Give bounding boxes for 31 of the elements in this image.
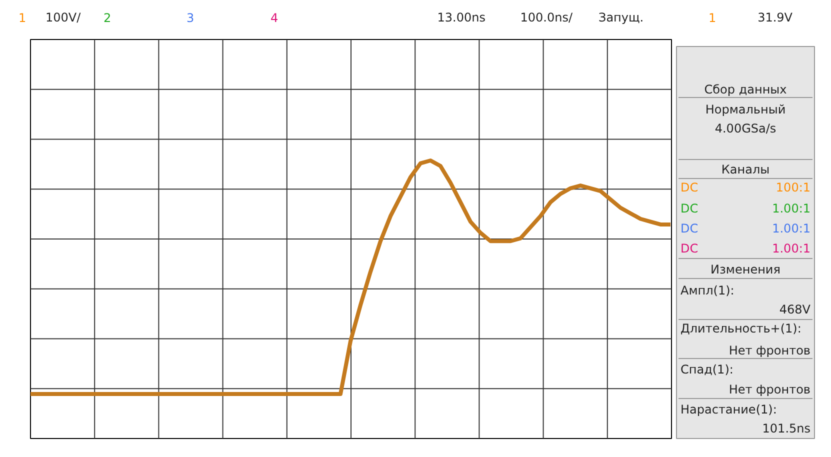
- text: Изменения: [710, 262, 780, 276]
- text: Длительность+(1):: [680, 322, 802, 336]
- text: Каналы: [721, 162, 770, 176]
- text: 1: [708, 11, 716, 25]
- text: DC: [680, 242, 698, 256]
- text: 101.5ns: [762, 422, 811, 436]
- text: 1.00:1: [772, 202, 811, 216]
- text: 13.00ns: [437, 10, 486, 24]
- text: Нет фронтов: [728, 344, 811, 358]
- text: 4: [270, 11, 278, 25]
- text: DC: [680, 222, 698, 236]
- text: Спад(1):: [680, 362, 734, 376]
- text: 4.00GSa/s: [714, 122, 776, 136]
- text: DC: [680, 180, 698, 194]
- text: 3: [186, 11, 194, 25]
- text: Ампл(1):: [680, 284, 734, 298]
- text: 31.9V: [758, 10, 794, 24]
- text: 100.0ns/: [520, 10, 574, 24]
- text: Сбор данных: [704, 82, 787, 96]
- text: Запущ.: [598, 10, 644, 24]
- text: Нормальный: [705, 102, 786, 116]
- text: 2: [104, 11, 112, 25]
- text: DC: [680, 202, 698, 216]
- text: 100V/: [46, 10, 82, 24]
- text: 1: [18, 11, 26, 25]
- text: 100:1: [776, 180, 811, 194]
- text: Нарастание(1):: [680, 402, 777, 416]
- text: Нет фронтов: [728, 382, 811, 396]
- text: 1.00:1: [772, 242, 811, 256]
- text: 1.00:1: [772, 222, 811, 236]
- text: 468V: [779, 302, 812, 316]
